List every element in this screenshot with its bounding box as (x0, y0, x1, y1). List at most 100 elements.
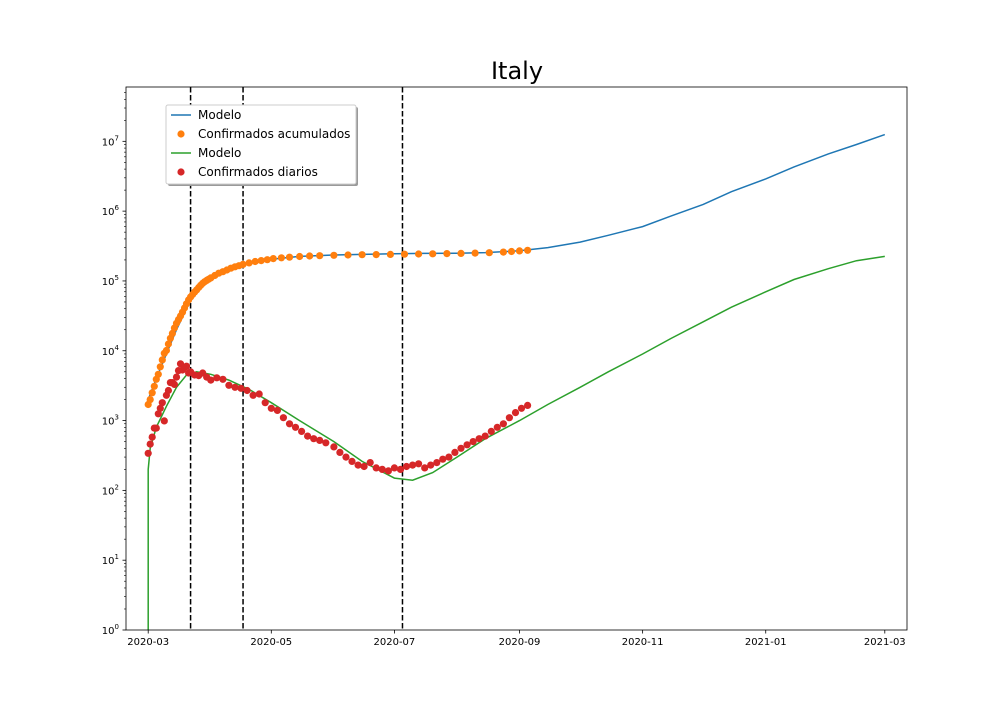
data-point (277, 254, 285, 262)
data-point (148, 433, 156, 441)
data-point (445, 453, 453, 461)
data-point (485, 249, 493, 257)
x-tick-label: 2021-01 (745, 637, 787, 648)
data-point (298, 427, 306, 435)
data-point (251, 257, 259, 266)
data-point (433, 459, 441, 467)
data-point (342, 453, 350, 461)
data-point (170, 380, 178, 388)
data-point (390, 464, 398, 472)
data-point (354, 461, 362, 469)
legend-marker-swatch (177, 130, 185, 138)
data-point (273, 406, 281, 414)
data-point (378, 465, 386, 473)
data-point (158, 356, 166, 364)
data-point (156, 404, 164, 412)
data-point (475, 435, 483, 443)
data-point (152, 424, 160, 432)
chart-title: Italy (491, 57, 543, 85)
data-point (429, 250, 437, 258)
data-point (400, 250, 409, 258)
data-point (146, 396, 154, 404)
data-point (415, 460, 423, 468)
model-line-2 (147, 255, 885, 630)
data-point (360, 462, 368, 471)
scatter-series-2 (144, 360, 532, 475)
data-point (207, 376, 215, 384)
data-point (507, 247, 516, 256)
data-point (310, 435, 318, 443)
data-point (285, 253, 294, 261)
data-point (439, 455, 447, 463)
legend-label: Modelo (198, 146, 241, 160)
data-point (427, 461, 435, 469)
data-point (146, 440, 154, 448)
legend-box (165, 104, 357, 185)
y-tick-exponent: 3 (115, 414, 119, 422)
data-point (267, 404, 275, 412)
data-point (164, 386, 172, 395)
data-point (257, 257, 265, 265)
data-point (330, 443, 338, 451)
data-point (409, 461, 417, 469)
data-point (524, 401, 532, 409)
data-point (443, 250, 451, 258)
axes-frame (125, 86, 908, 631)
data-point (245, 259, 253, 267)
data-point (505, 414, 513, 422)
data-point (415, 250, 423, 258)
y-tick-exponent: 4 (115, 344, 120, 352)
data-point (144, 449, 152, 457)
data-point (182, 362, 191, 370)
data-point (158, 399, 166, 407)
data-point (154, 410, 162, 418)
data-point (154, 370, 162, 378)
data-point (499, 248, 507, 256)
data-point (316, 252, 324, 260)
data-point (285, 420, 294, 428)
data-point (243, 386, 251, 395)
data-point (330, 251, 338, 259)
x-tick-label: 2021-03 (864, 637, 906, 648)
data-point (372, 464, 380, 472)
x-tick-label: 2020-07 (374, 637, 416, 648)
data-point (237, 384, 245, 392)
data-point (348, 457, 356, 465)
data-point (156, 363, 164, 371)
data-point (457, 249, 465, 257)
data-point (469, 438, 477, 446)
y-tick-exponent: 2 (115, 483, 119, 491)
legend-label: Confirmados diarios (198, 165, 318, 179)
x-tick-label: 2020-03 (127, 637, 169, 648)
y-tick-exponent: 6 (115, 204, 120, 212)
data-point (336, 448, 344, 456)
data-point (386, 250, 394, 258)
data-point (322, 439, 330, 447)
y-tick-exponent: 5 (115, 274, 119, 282)
x-tick-label: 2020-09 (499, 637, 541, 648)
data-point (487, 427, 495, 435)
data-point (296, 252, 304, 261)
data-point (269, 255, 277, 263)
data-point (148, 389, 156, 397)
data-point (463, 441, 471, 449)
y-tick-exponent: 7 (115, 134, 119, 142)
legend-marker-swatch (177, 168, 185, 176)
data-point (517, 404, 526, 412)
y-tick-exponent: 1 (115, 553, 119, 561)
data-point (219, 375, 227, 383)
data-point (279, 414, 287, 422)
data-point (396, 465, 405, 473)
data-point (316, 436, 324, 444)
data-point (384, 467, 392, 475)
data-point (255, 390, 263, 398)
data-point (168, 329, 176, 337)
data-point (481, 432, 489, 440)
data-point (471, 249, 479, 257)
data-point (457, 444, 465, 452)
x-tick-label: 2020-05 (250, 637, 292, 648)
data-point (213, 374, 221, 382)
data-point (524, 246, 532, 254)
